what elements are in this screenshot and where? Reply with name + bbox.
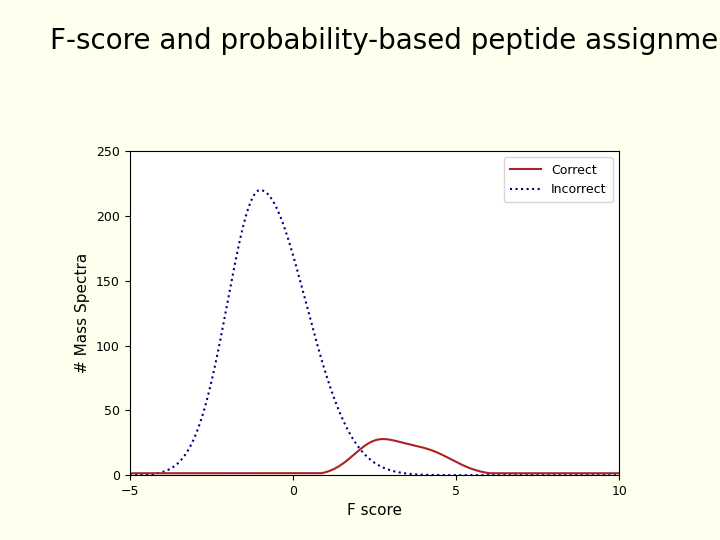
Incorrect (615, 472, 624, 478)
Correct (364, 441, 372, 447)
Correct (125, 470, 134, 476)
Y-axis label: # Mass Spectra: # Mass Spectra (76, 253, 91, 373)
Incorrect (125, 472, 134, 478)
Correct (150, 470, 159, 476)
Incorrect (351, 439, 359, 446)
Correct (600, 470, 609, 476)
Incorrect (511, 472, 520, 478)
X-axis label: F score: F score (347, 503, 402, 518)
Correct (511, 470, 520, 476)
Incorrect (256, 187, 264, 193)
Incorrect (600, 472, 609, 478)
Line: Correct: Correct (130, 439, 619, 473)
Incorrect (150, 470, 159, 477)
Text: F-score and probability-based peptide assignment: F-score and probability-based peptide as… (50, 27, 720, 55)
Correct (601, 470, 610, 476)
Correct (379, 436, 387, 442)
Incorrect (364, 454, 372, 461)
Correct (615, 470, 624, 476)
Legend: Correct, Incorrect: Correct, Incorrect (504, 158, 613, 202)
Line: Incorrect: Incorrect (130, 190, 619, 475)
Correct (351, 451, 359, 457)
Incorrect (601, 472, 610, 478)
